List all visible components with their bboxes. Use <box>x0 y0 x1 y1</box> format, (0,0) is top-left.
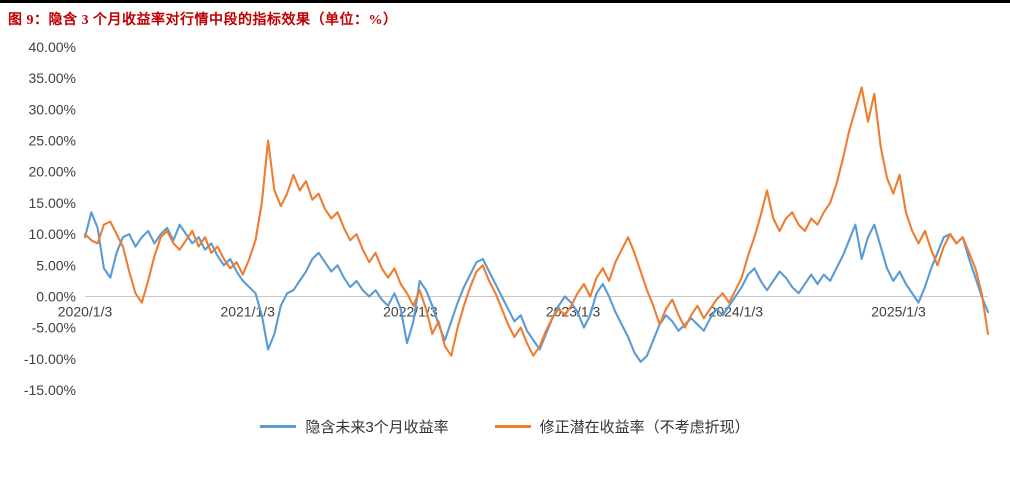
legend-item-implied-return: 隐含未来3个月收益率 <box>260 416 449 437</box>
legend-label-implied-return: 隐含未来3个月收益率 <box>305 419 449 436</box>
series-line-1 <box>83 86 990 357</box>
y-axis-label: 25.00% <box>29 133 76 149</box>
top-divider <box>0 0 1010 3</box>
y-axis-label: 40.00% <box>29 39 76 55</box>
chart-title: 图 9：隐含 3 个月收益率对行情中段的指标效果（单位：%） <box>8 13 398 28</box>
x-axis-label: 2022/1/3 <box>383 303 438 319</box>
y-axis-label: -15.00% <box>24 382 76 398</box>
y-axis-label: 20.00% <box>29 164 76 180</box>
x-axis-label: 2023/1/3 <box>546 303 601 319</box>
y-axis-label: 10.00% <box>29 226 76 242</box>
y-axis-label: 5.00% <box>36 257 76 273</box>
x-axis-label: 2024/1/3 <box>709 303 764 319</box>
y-axis-label: 35.00% <box>29 70 76 86</box>
x-axis-label: 2020/1/3 <box>58 303 113 319</box>
y-axis-label: -10.00% <box>24 351 76 367</box>
series-line-0 <box>83 211 990 363</box>
y-axis-label: 0.00% <box>36 288 76 304</box>
y-axis-label: -5.00% <box>32 320 76 336</box>
legend-item-adjusted-return: 修正潜在收益率（不考虑折现） <box>494 416 750 437</box>
legend-label-adjusted-return: 修正潜在收益率（不考虑折现） <box>539 419 750 436</box>
legend-line-orange-icon <box>494 425 531 428</box>
x-axis-label: 2021/1/3 <box>220 303 275 319</box>
y-axis-label: 30.00% <box>29 101 76 117</box>
legend-line-blue-icon <box>260 425 297 428</box>
chart-legend: 隐含未来3个月收益率 修正潜在收益率（不考虑折现） <box>0 416 1010 437</box>
chart-plot: 40.00% 35.00% 30.00% 25.00% 20.00% 15.00% 10.0… <box>24 39 990 398</box>
x-axis-label: 2025/1/3 <box>871 303 926 319</box>
y-axis-label: 15.00% <box>29 195 76 211</box>
